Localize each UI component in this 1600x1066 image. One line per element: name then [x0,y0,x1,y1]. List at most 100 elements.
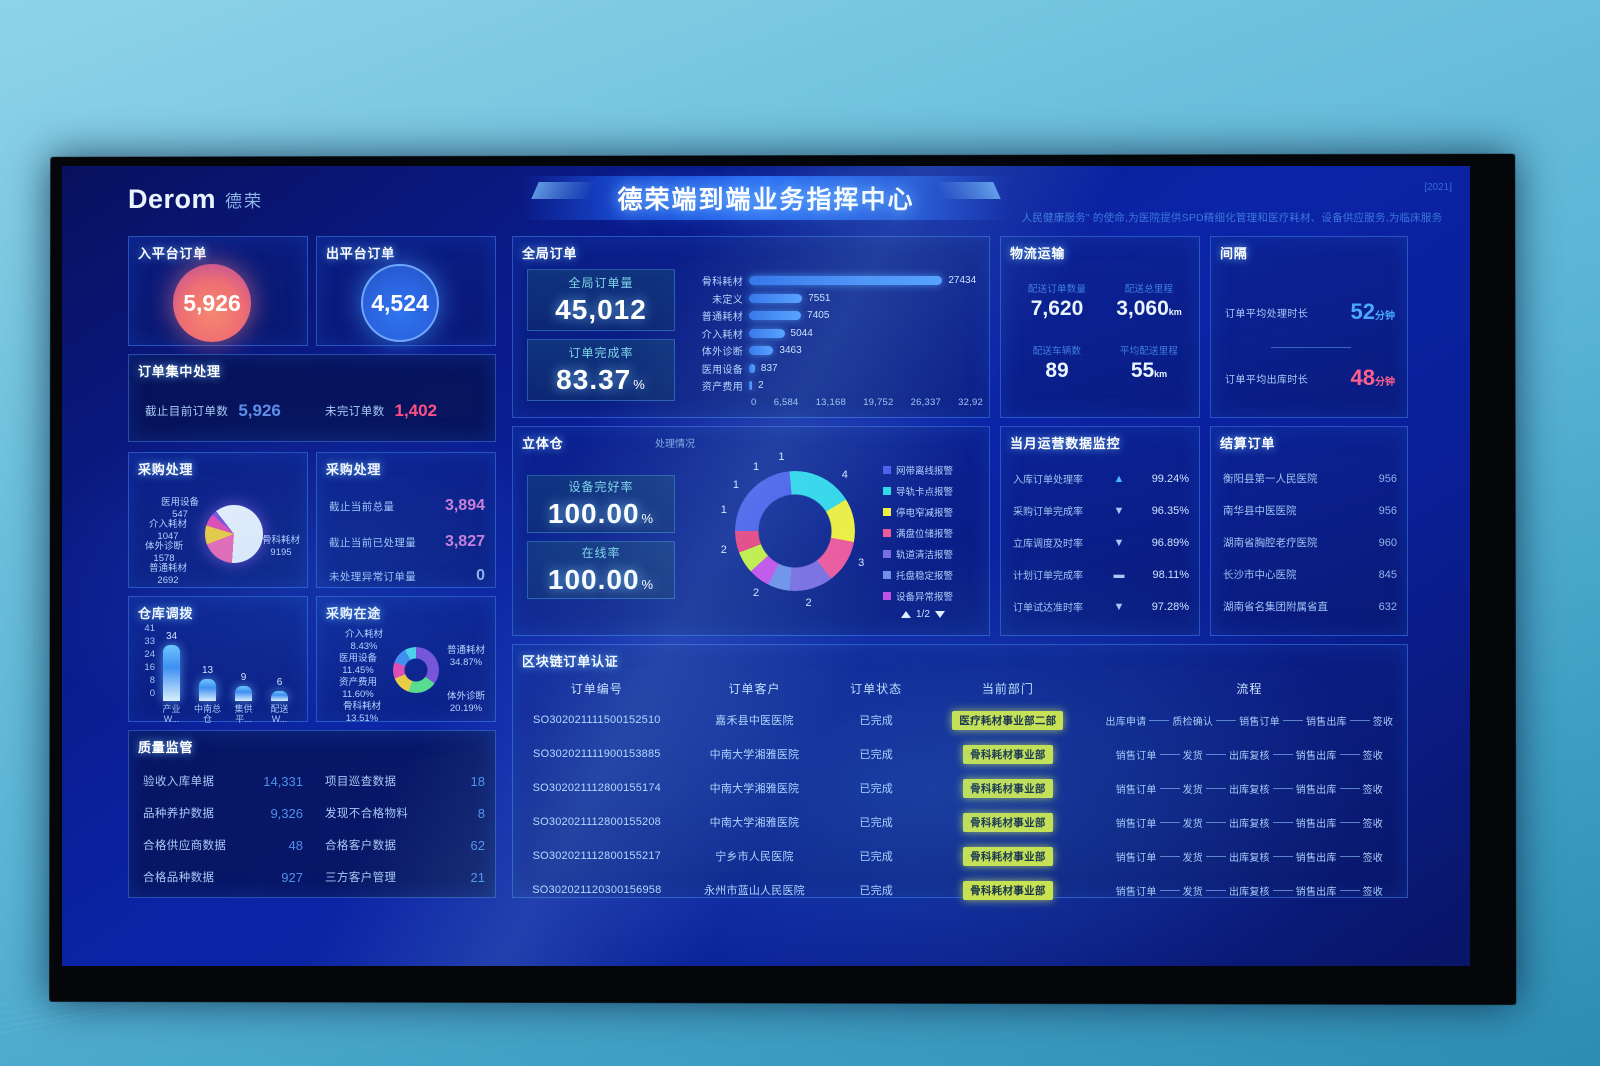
cell-department: 骨科耗材事业部 [924,744,1092,764]
panel-in-platform-orders: 入平台订单 5,926 [128,236,308,346]
table-row[interactable]: SO302021111500152510 嘉禾县中医医院 已完成 医疗耗材事业部二部 出… [513,703,1407,737]
table-column-header: 当前部门 [981,681,1034,696]
settlement-label: 湖南省名集团附属省直 [1223,601,1328,613]
trend-up-icon: ▲ [1113,472,1125,485]
panel-purchase-in-transit: 采购在途 介入耗材 8.43% 医用设备 11.45% 资产费用 11.60% … [316,596,496,724]
quality-label: 合格供应商数据 [143,840,227,852]
pager-up-icon[interactable] [901,611,911,618]
panel-stereo-warehouse: 立体仓 处理情况 设备完好率 100.00% 在线率 100.00% 4 3 2 2 2… [512,426,990,636]
warehouse-ytick: 33 [144,636,155,647]
stereo-callout: 3 [858,556,865,569]
flow-connector-icon [1205,889,1226,891]
stereo-legend-item[interactable]: 满盘位储报警 [883,526,953,540]
quality-row: 三方客户管理 21 [325,869,485,885]
flow-step: 销售出库 [1295,818,1337,830]
stereo-kpi-label-1: 在线率 [581,546,621,560]
quality-row: 合格品种数据 927 [143,869,303,885]
warehouse-ytick: 8 [149,675,155,686]
stereo-pager[interactable]: 1/2 [901,609,945,620]
stereo-legend-item[interactable]: 停电窄减报警 [883,505,953,519]
interval-row-0: 订单平均处理时长 52分钟 [1225,299,1395,325]
stereo-legend-item[interactable]: 轨道清洁报警 [883,547,953,561]
global-kpi-value-1: 83.37% [556,364,646,396]
purchase-stats-row-0: 截止当前总量 3,894 [329,497,485,515]
panel-logistics: 物流运输 配送订单数量 7,620 配送总里程 3,060km 配送车辆数 89 平均配送里… [1000,236,1200,418]
table-row[interactable]: SO302021112800155217 宁乡市人民医院 已完成 骨科耗材事业部 销售订… [513,839,1407,873]
purchase-stats-value-1: 3,827 [444,533,485,550]
interval-row-1: 订单平均出库时长 48分钟 [1225,365,1395,391]
quality-label: 合格客户数据 [325,840,397,852]
stereo-legend-item[interactable]: 导轨卡点报警 [883,484,953,498]
flow-step: 出库复核 [1228,886,1270,898]
global-bar-label: 医用设备 [701,364,743,376]
status-badge: 骨科耗材事业部 [963,778,1053,798]
warehouse-bar-category: 集供平... [234,704,253,725]
cell-status: 已完成 [859,749,893,761]
settlement-label: 长沙市中心医院 [1223,569,1297,581]
cell-customer: 宁乡市人民医院 [715,851,794,863]
quality-row: 项目巡查数据 18 [325,773,485,789]
settlement-value: 956 [1378,504,1397,517]
global-xtick: 26,337 [910,397,941,408]
quality-label: 合格品种数据 [143,872,215,884]
global-kpi-label-0: 全局订单量 [568,276,634,290]
flow-step: 销售订单 [1239,716,1280,728]
global-orders-title: 全局订单 [522,246,578,261]
out-platform-value-circle: 4,524 [361,264,439,342]
settlement-title: 结算订单 [1220,436,1276,451]
purchase-pie-value-1: 1047 [157,530,179,542]
purchase-stats-value-0: 3,894 [444,497,485,514]
stereo-legend-item[interactable]: 设备异常报警 [883,589,953,603]
flow-connector-icon [1159,821,1180,823]
warehouse-bar-category: 配送W... [270,704,289,725]
stereo-kpi-1: 在线率 100.00% [527,541,675,599]
flow-step: 销售出库 [1295,784,1337,796]
global-bar-value: 2 [758,380,764,391]
global-xtick: 6,584 [773,397,799,408]
header-subtitle: 人民健康服务" 的使命,为医院提供SPD精细化管理和医疗耗材、设备供应服务,为临… [1021,212,1443,224]
table-column-header: 订单客户 [728,681,781,696]
pager-down-icon[interactable] [934,611,945,618]
table-row[interactable]: SO302021112800155174 中南大学湘雅医院 已完成 骨科耗材事业部 销售… [513,771,1407,805]
global-bar-row: 骨科耗材 27434 [685,273,976,288]
stereo-kpi-0: 设备完好率 100.00% [527,475,675,533]
panel-global-orders: 全局订单 全局订单量 45,012 订单完成率 83.37% 骨科耗材 27434… [512,236,990,418]
stereo-callout: 1 [720,503,727,516]
quality-value: 18 [470,773,485,789]
transit-value-0: 8.43% [350,640,378,652]
global-orders-kpi-1: 订单完成率 83.37% [527,339,675,401]
interval-value-1: 48分钟 [1351,365,1395,391]
global-orders-xaxis: 0 6,584 13,168 19,752 26,337 32,92 [751,397,983,408]
logo-text-en: Derom [128,184,217,214]
order-central-value-1: 1,402 [394,401,438,420]
legend-label: 导轨卡点报警 [896,487,954,498]
status-badge: 骨科耗材事业部 [963,880,1053,900]
quality-value: 927 [281,869,303,885]
monthly-ops-value: 98.11% [1152,568,1190,581]
order-central-title: 订单集中处理 [138,364,221,379]
cell-flow: 销售订单 发货 出库复核 销售出库 签收 [1092,781,1407,796]
stereo-legend-item[interactable]: 托盘稳定报警 [883,568,953,582]
warehouse-ytick: 41 [144,623,155,634]
stereo-legend-item[interactable]: 网带离线报警 [883,463,953,477]
legend-label: 设备异常报警 [896,592,954,603]
quality-value: 8 [477,805,485,821]
stereo-kpi-label-0: 设备完好率 [568,480,634,494]
table-row[interactable]: SO302021112800155208 中南大学湘雅医院 已完成 骨科耗材事业部 销售… [513,805,1407,839]
panel-monthly-ops: 当月运营数据监控 入库订单处理率 ▲ 99.24% 采购订单完成率 ▼ 96.35% 立库调… [1000,426,1200,636]
quality-title: 质量监管 [138,740,194,755]
cell-department: 骨科耗材事业部 [924,880,1092,900]
settlement-label: 南华县中医医院 [1223,505,1297,517]
cell-department: 骨科耗材事业部 [924,778,1092,798]
cell-customer: 中南大学湘雅医院 [709,783,800,795]
logo-text-cn: 德荣 [225,192,264,211]
cell-flow: 销售订单 发货 出库复核 销售出库 签收 [1092,747,1407,762]
monthly-ops-value: 99.24% [1151,472,1189,485]
table-row[interactable]: SO302021120300156958 永州市蓝山人民医院 已完成 骨科耗材事业部 销… [513,873,1407,907]
warehouse-bar-category: 中南总仓 [193,704,221,725]
table-row[interactable]: SO302021111900153885 中南大学湘雅医院 已完成 骨科耗材事业部 销售… [513,737,1407,771]
monthly-ops-label: 入库订单处理率 [1013,475,1083,486]
settlement-label: 衡阳县第一人民医院 [1223,473,1318,485]
dashboard-screen: Derom 德荣 德荣端到端业务指挥中心 [2021] 人民健康服务" 的使命,… [62,166,1470,966]
flow-step: 销售出库 [1295,750,1337,762]
